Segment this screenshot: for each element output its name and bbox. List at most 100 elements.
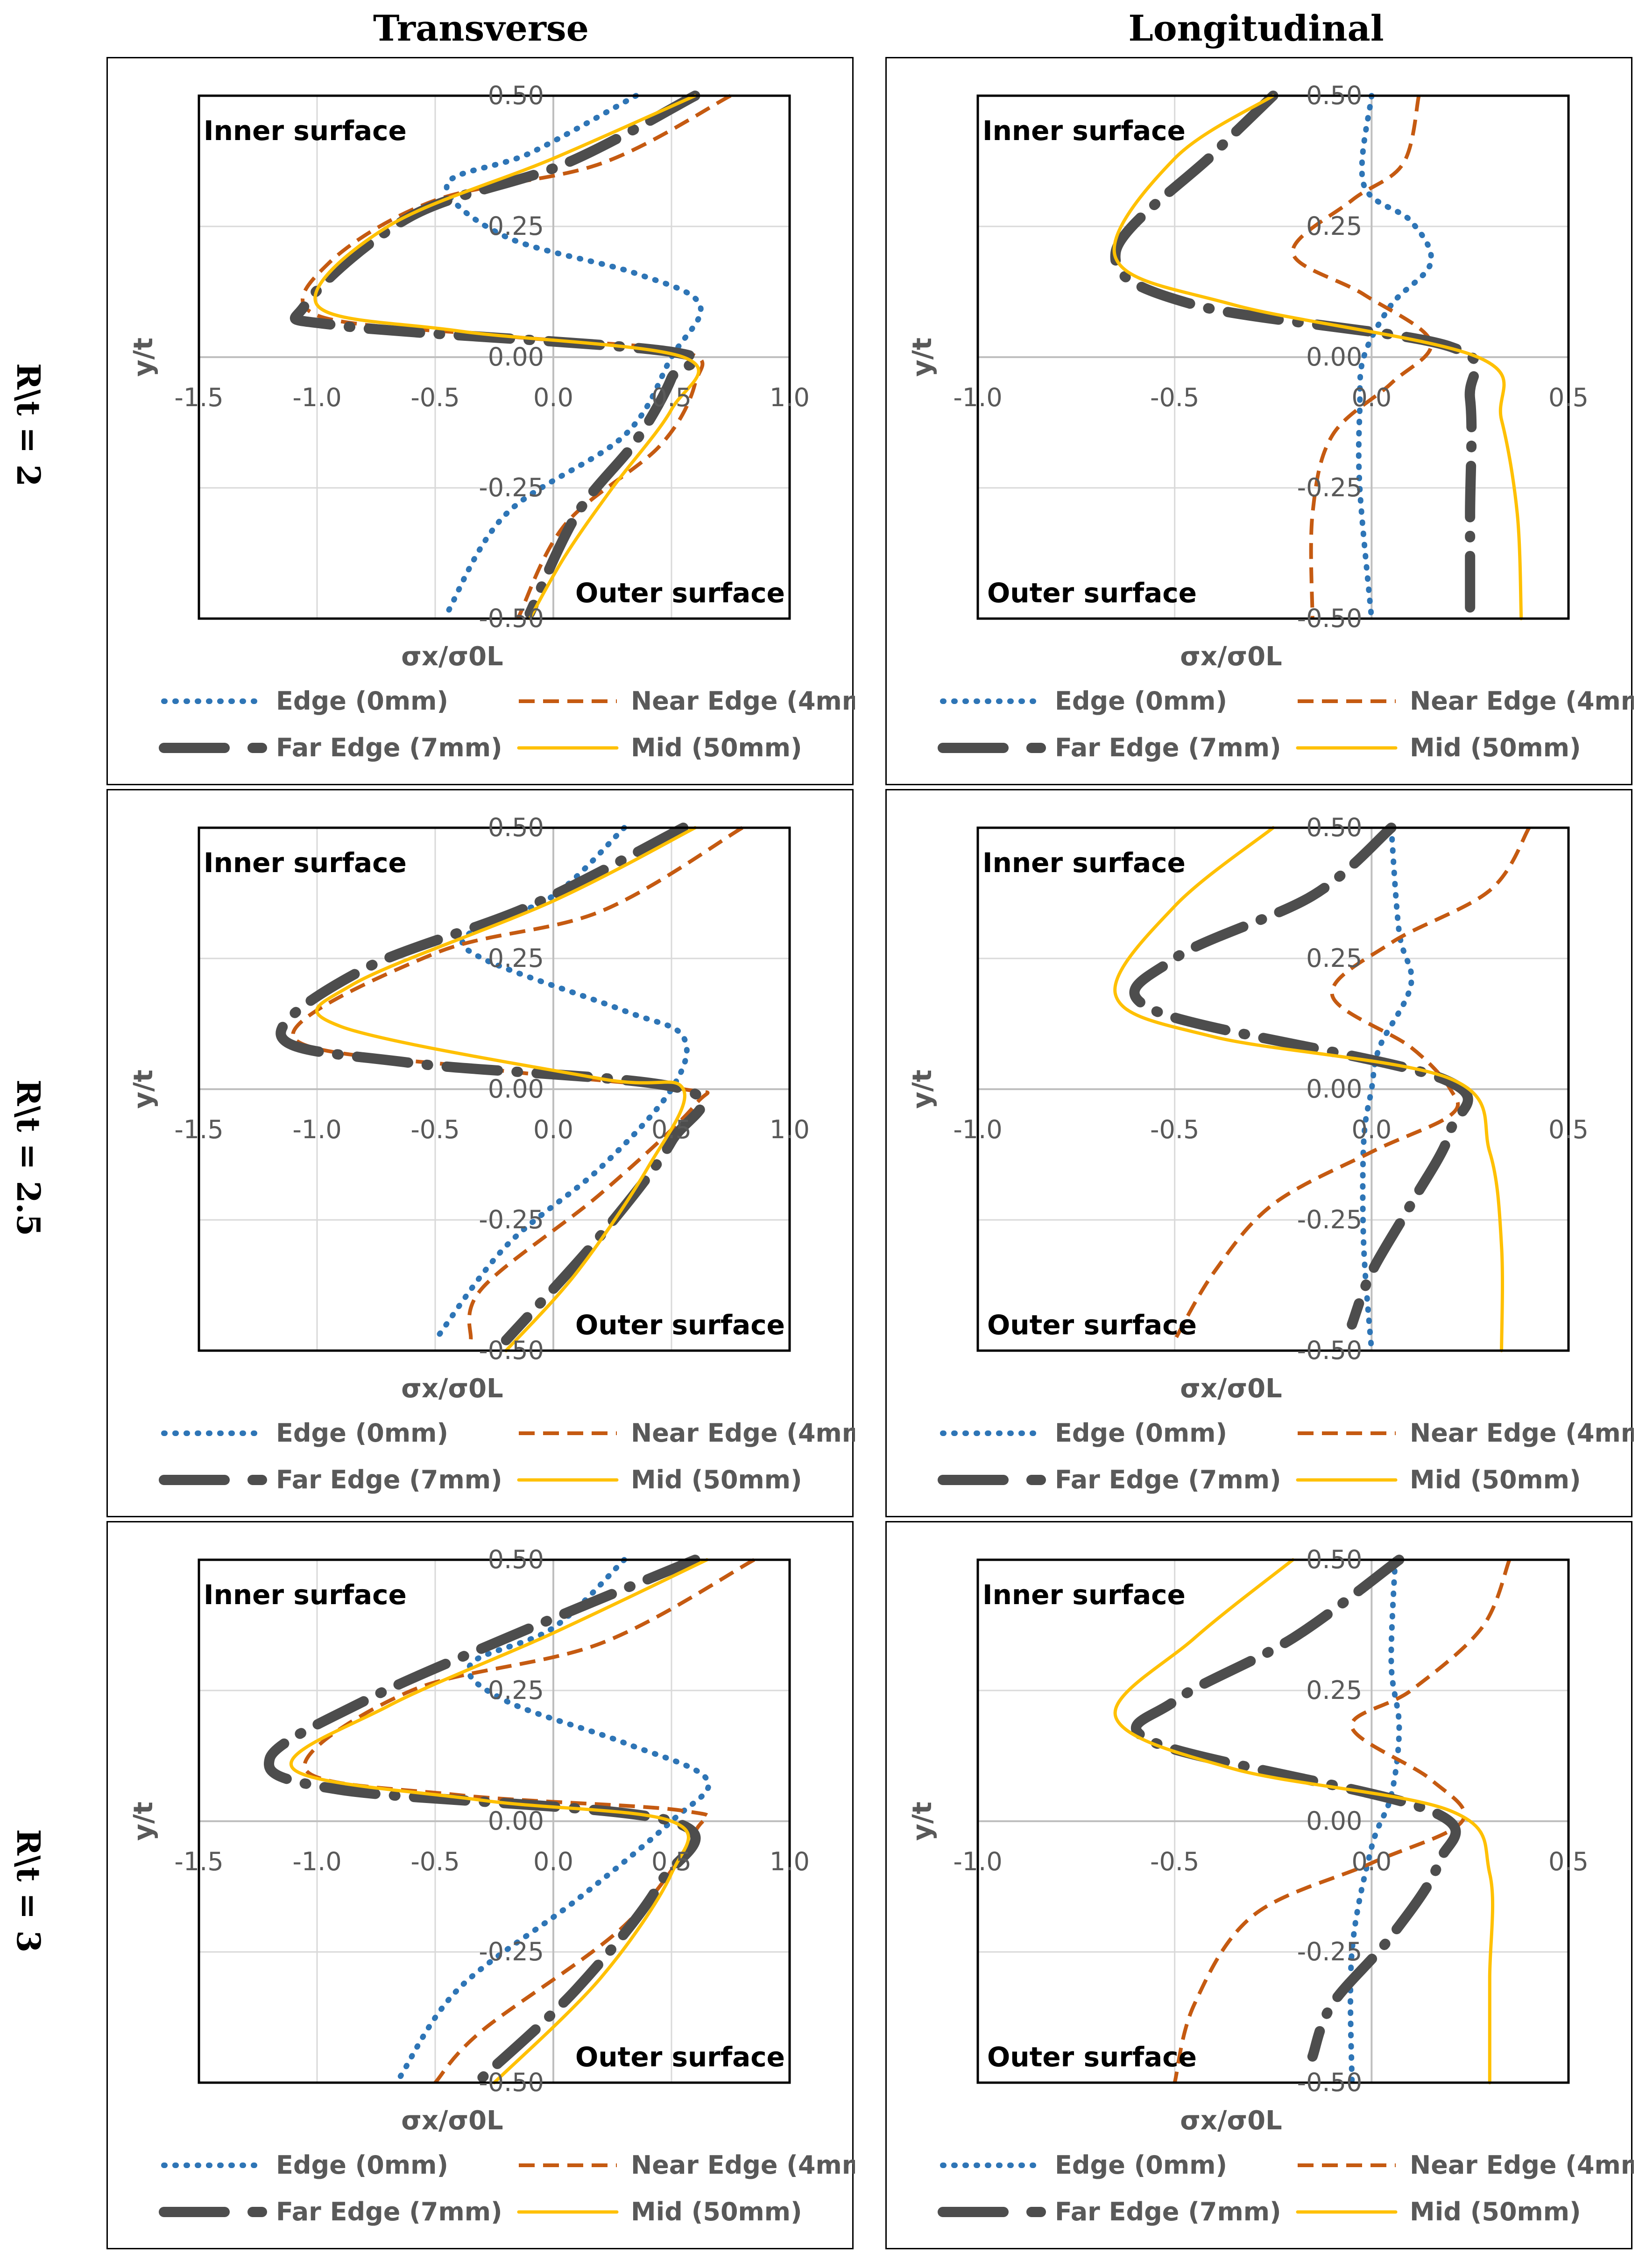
y-axis-title: y/t (907, 1070, 938, 1109)
chart-panel: -1.5 -1.0 -0.5 0.0 0.5 1.0 -0.50 -0.25 0.00 0.25 0… (106, 1521, 854, 2249)
inner-surface-label: Inner surface (982, 847, 1186, 879)
x-tick-label: -0.5 (410, 383, 459, 412)
y-tick-label: 0.50 (1306, 813, 1362, 842)
legend-label-far: Far Edge (7mm) (1055, 733, 1281, 762)
x-tick-label: -0.5 (410, 1847, 459, 1876)
y-tick-label: 0.00 (488, 1074, 544, 1104)
inner-surface-label: Inner surface (982, 115, 1186, 147)
y-tick-label: -0.50 (1297, 604, 1363, 633)
legend-label-far: Far Edge (7mm) (1055, 1465, 1281, 1494)
chart-panel: -1.5 -1.0 -0.5 0.0 0.5 1.0 -0.50 -0.25 0.00 0.25 0… (106, 789, 854, 1517)
chart-panel: -1.0 -0.5 0.0 0.5 -0.50 -0.25 0.00 0.25 0.50 y/t σ… (885, 1521, 1632, 2249)
y-tick-label: 0.50 (488, 81, 544, 110)
y-tick-label: 0.25 (488, 944, 544, 973)
legend-label-far: Far Edge (7mm) (276, 733, 502, 762)
y-tick-label: -0.25 (479, 1205, 544, 1234)
x-tick-label: 0.0 (1351, 1847, 1392, 1876)
legend-label-far: Far Edge (7mm) (276, 1465, 502, 1494)
legend-label-mid: Mid (50mm) (631, 733, 802, 762)
y-tick-label: 0.00 (488, 342, 544, 372)
y-tick-label: 0.50 (1306, 81, 1362, 110)
y-tick-label: 0.25 (1306, 1676, 1362, 1705)
legend-label-edge: Edge (0mm) (1055, 1418, 1227, 1448)
x-tick-label: 1.0 (770, 1115, 810, 1144)
y-axis-title: y/t (907, 338, 938, 377)
legend-label-mid: Mid (50mm) (631, 1465, 802, 1494)
inner-surface-label: Inner surface (982, 1579, 1186, 1611)
column-title-transverse: Transverse (103, 7, 859, 49)
chart-svg: -1.5 -1.0 -0.5 0.0 0.5 1.0 -0.50 -0.25 0.00 0.25 0… (108, 58, 855, 787)
x-tick-label: 0.0 (1351, 383, 1392, 412)
legend-label-near: Near Edge (4mm) (631, 1418, 855, 1448)
y-tick-label: -0.25 (479, 1937, 544, 1966)
y-tick-label: -0.50 (479, 604, 544, 633)
legend-label-near: Near Edge (4mm) (631, 686, 855, 716)
series-line-far (269, 1560, 695, 2078)
outer-surface-label: Outer surface (575, 577, 785, 609)
x-tick-label: 0.5 (1548, 1115, 1589, 1144)
x-tick-label: -1.0 (292, 1115, 341, 1144)
legend-label-mid: Mid (50mm) (1410, 733, 1581, 762)
y-tick-label: -0.25 (1297, 1937, 1363, 1966)
x-axis-title: σx/σ0L (1180, 641, 1282, 672)
chart-panel: -1.5 -1.0 -0.5 0.0 0.5 1.0 -0.50 -0.25 0.00 0.25 0… (106, 57, 854, 785)
x-tick-label: 0.0 (533, 1115, 573, 1144)
outer-surface-label: Outer surface (575, 1309, 785, 1341)
y-tick-label: -0.25 (1297, 1205, 1363, 1234)
x-axis-title: σx/σ0L (401, 1373, 503, 1404)
chart-svg: -1.5 -1.0 -0.5 0.0 0.5 1.0 -0.50 -0.25 0.00 0.25 0… (108, 1522, 855, 2251)
x-tick-label: 0.5 (1548, 383, 1589, 412)
y-tick-label: 0.25 (1306, 211, 1362, 241)
x-tick-label: -1.0 (953, 1847, 1002, 1876)
chart-svg: -1.0 -0.5 0.0 0.5 -0.50 -0.25 0.00 0.25 0.50 y/t σ… (887, 790, 1634, 1519)
inner-surface-label: Inner surface (204, 847, 407, 879)
x-tick-label: 1.0 (770, 383, 810, 412)
series-line-far (1136, 1560, 1456, 2057)
y-tick-label: 0.50 (488, 813, 544, 842)
outer-surface-label: Outer surface (575, 2041, 785, 2073)
y-tick-label: 0.00 (1306, 1074, 1362, 1104)
legend-label-edge: Edge (0mm) (276, 686, 448, 716)
x-tick-label: 0.5 (651, 1115, 692, 1144)
chart-panel: -1.0 -0.5 0.0 0.5 -0.50 -0.25 0.00 0.25 0.50 y/t σ… (885, 789, 1632, 1517)
inner-surface-label: Inner surface (204, 1579, 407, 1611)
y-tick-label: -0.50 (1297, 1336, 1363, 1365)
x-tick-label: 1.0 (770, 1847, 810, 1876)
legend-label-mid: Mid (50mm) (1410, 1465, 1581, 1494)
y-axis-title: y/t (128, 1802, 159, 1841)
legend-label-near: Near Edge (4mm) (1410, 1418, 1634, 1448)
x-tick-label: -0.5 (1150, 1847, 1199, 1876)
y-axis-title: y/t (128, 1070, 159, 1109)
y-tick-label: 0.00 (1306, 342, 1362, 372)
x-axis-title: σx/σ0L (1180, 2106, 1282, 2136)
x-tick-label: 0.5 (651, 383, 692, 412)
x-tick-label: -0.5 (1150, 383, 1199, 412)
legend-label-near: Near Edge (4mm) (631, 2150, 855, 2180)
y-tick-label: 0.50 (1306, 1545, 1362, 1574)
y-tick-label: 0.25 (488, 1676, 544, 1705)
legend-label-edge: Edge (0mm) (1055, 2150, 1227, 2180)
x-tick-label: 0.5 (651, 1847, 692, 1876)
legend-label-far: Far Edge (7mm) (1055, 2197, 1281, 2226)
chart-svg: -1.0 -0.5 0.0 0.5 -0.50 -0.25 0.00 0.25 0.50 y/t σ… (887, 1522, 1634, 2251)
x-tick-label: 0.0 (533, 383, 573, 412)
x-tick-label: 0.5 (1548, 1847, 1589, 1876)
outer-surface-label: Outer surface (987, 2041, 1197, 2073)
x-axis-title: σx/σ0L (1180, 1373, 1282, 1404)
x-tick-label: 0.0 (533, 1847, 573, 1876)
y-tick-label: -0.50 (479, 2068, 544, 2097)
y-axis-title: y/t (128, 338, 159, 377)
legend-label-edge: Edge (0mm) (1055, 686, 1227, 716)
y-tick-label: 0.50 (488, 1545, 544, 1574)
legend-label-edge: Edge (0mm) (276, 2150, 448, 2180)
x-tick-label: -1.0 (292, 1847, 341, 1876)
x-tick-label: -1.0 (292, 383, 341, 412)
y-tick-label: -0.50 (1297, 2068, 1363, 2097)
x-tick-label: -1.0 (953, 1115, 1002, 1144)
y-axis-title: y/t (907, 1802, 938, 1841)
y-tick-label: 0.00 (488, 1806, 544, 1836)
y-tick-label: -0.25 (1297, 473, 1363, 502)
legend-label-edge: Edge (0mm) (276, 1418, 448, 1448)
x-axis-title: σx/σ0L (401, 2106, 503, 2136)
y-tick-label: 0.25 (488, 211, 544, 241)
